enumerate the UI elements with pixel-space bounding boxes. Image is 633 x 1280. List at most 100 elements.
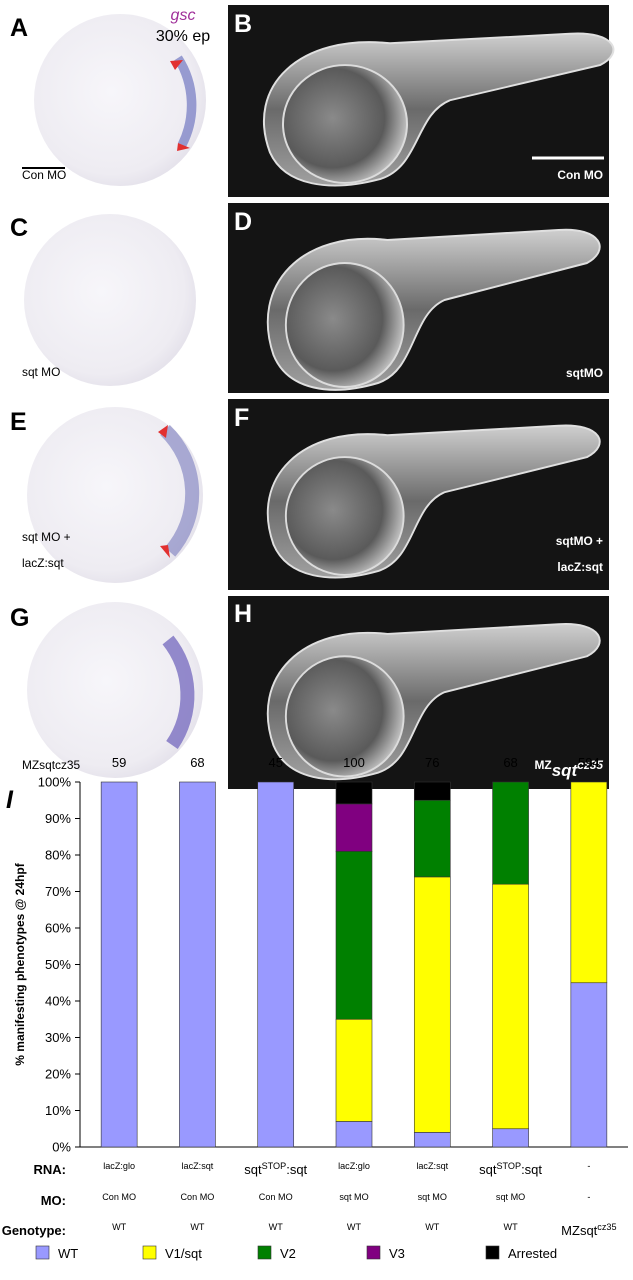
text-run: lacZ:sqt — [182, 1161, 214, 1171]
bar-segment — [257, 781, 295, 1148]
sample-size: 59 — [112, 755, 126, 770]
text-run: lacZ:glo — [338, 1161, 370, 1171]
text-run: Con MO — [180, 1192, 214, 1202]
bar-segment — [492, 1128, 529, 1148]
text-run: WT — [190, 1222, 205, 1232]
text-run: Con MO — [259, 1192, 293, 1202]
category-label: sqt MO — [418, 1192, 447, 1202]
panel-caption: lacZ:sqt — [557, 560, 603, 574]
text-run: MZ — [535, 758, 552, 772]
category-label: Con MO — [180, 1192, 214, 1202]
bar-segment — [492, 781, 529, 885]
text-run: :sqt — [286, 1162, 307, 1177]
legend-swatch — [257, 1245, 272, 1260]
text-run: MZsqt — [561, 1223, 598, 1238]
text-run: STOP — [262, 1161, 287, 1171]
text-run: cz35 — [577, 758, 603, 772]
category-label: lacZ:glo — [103, 1161, 135, 1171]
y-axis-label: % manifesting phenotypes @ 24hpf — [13, 862, 27, 1065]
y-tick-label: 0% — [52, 1140, 71, 1155]
panel-caption: Con MO — [557, 168, 603, 182]
category-label: sqtSTOP:sqt — [244, 1161, 307, 1177]
text-run: sqt — [479, 1162, 497, 1177]
embryo-image — [27, 407, 203, 583]
legend-swatch — [35, 1245, 50, 1260]
category-label: Con MO — [259, 1192, 293, 1202]
sample-size: 100 — [343, 755, 365, 770]
text-run: WT — [112, 1222, 127, 1232]
arrowhead — [177, 143, 190, 151]
category-label: WT — [269, 1222, 284, 1232]
text-run: Con MO — [102, 1192, 136, 1202]
chart: I % manifesting phenotypes @ 24hpf 0% 10% 20… — [2, 755, 628, 1261]
category-label: lacZ:sqt — [182, 1161, 214, 1171]
y-tick-label: 10% — [45, 1103, 71, 1118]
panel-caption: sqtMO — [566, 366, 603, 380]
bar-segment — [335, 1121, 373, 1148]
text-run: sqt MO + — [22, 530, 71, 544]
panel-letter: I — [6, 786, 14, 814]
legend-label: V1/sqt — [165, 1246, 202, 1261]
panel-caption: sqtMO + — [556, 534, 603, 548]
text-run: lacZ:sqt — [416, 1161, 448, 1171]
arrowhead — [158, 425, 168, 438]
legend-label: V3 — [389, 1246, 405, 1261]
category-label: - — [587, 1192, 590, 1202]
text-run: lacZ:sqt — [557, 560, 603, 574]
legend-swatch — [142, 1245, 157, 1260]
y-tick-label: 90% — [45, 811, 71, 826]
legend-swatch — [366, 1245, 381, 1260]
category-label: sqtSTOP:sqt — [479, 1161, 542, 1177]
panel-caption: MZsqtcz35 — [22, 758, 81, 772]
row-title: MO: — [41, 1193, 66, 1208]
text-run: sqtMO — [566, 366, 603, 380]
text-run: sqt — [244, 1162, 262, 1177]
text-run: lacZ:sqt — [22, 556, 64, 570]
text-run: sqt MO — [418, 1192, 447, 1202]
embryo-image — [34, 14, 206, 186]
text-run: :sqt — [521, 1162, 542, 1177]
y-tick-label: 20% — [45, 1067, 71, 1082]
panel-letter: F — [234, 404, 249, 432]
bar-segment — [335, 851, 373, 1020]
text-run: WT — [269, 1222, 284, 1232]
legend-label: Arrested — [508, 1246, 557, 1261]
sample-size: 68 — [190, 755, 204, 770]
category-label: lacZ:glo — [338, 1161, 370, 1171]
text-run: sqt MO — [496, 1192, 525, 1202]
bar-segment — [413, 799, 451, 878]
category-label: sqt MO — [339, 1192, 368, 1202]
bar-segment — [100, 781, 138, 1148]
text-run: sqt — [552, 761, 579, 780]
y-tick-label: 70% — [45, 884, 71, 899]
category-label: WT — [347, 1222, 362, 1232]
row-title: RNA: — [34, 1162, 67, 1177]
category-label: WT — [425, 1222, 440, 1232]
legend-label: V2 — [280, 1246, 296, 1261]
panel-caption: Con MO — [22, 168, 66, 182]
category-label: WT — [112, 1222, 127, 1232]
bar-segment — [492, 883, 529, 1130]
text-run: MZsqt — [22, 758, 56, 772]
panel-letter: D — [234, 208, 252, 236]
text-run: Con MO — [22, 168, 66, 182]
arrowhead — [170, 60, 183, 70]
text-run: WT — [504, 1222, 519, 1232]
panel-caption: MZsqtcz35 — [535, 758, 604, 780]
stage-label: 30% ep — [156, 28, 210, 45]
text-run: cz35 — [597, 1222, 616, 1232]
stain — [160, 424, 200, 557]
bar-segment — [413, 781, 451, 801]
legend-swatch — [485, 1245, 500, 1260]
row-title: Genotype: — [2, 1223, 66, 1238]
category-label: sqt MO — [496, 1192, 525, 1202]
panel-caption: sqt MO — [22, 365, 60, 379]
category-label: Con MO — [102, 1192, 136, 1202]
sample-size: 68 — [503, 755, 517, 770]
category-label: WT — [190, 1222, 205, 1232]
text-run: WT — [347, 1222, 362, 1232]
panel-letter: G — [10, 604, 29, 632]
category-label: WT — [504, 1222, 519, 1232]
sample-size: 76 — [425, 755, 439, 770]
